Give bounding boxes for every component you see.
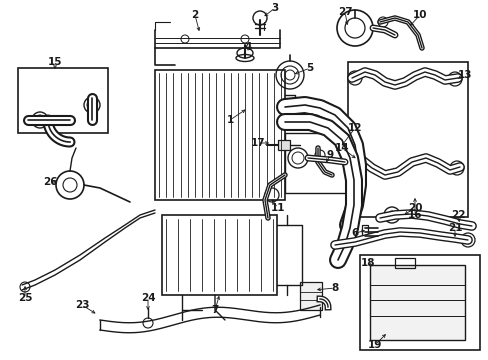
Text: 24: 24 [141,293,155,303]
Text: 12: 12 [347,123,362,133]
Text: 17: 17 [250,138,265,148]
Text: 21: 21 [447,223,461,233]
Text: 13: 13 [457,70,471,80]
Bar [162,215,276,295]
Bar [359,255,479,350]
Bar [361,225,367,239]
Bar [155,70,285,200]
Text: 26: 26 [42,177,57,187]
Text: 5: 5 [306,63,313,73]
Text: 6: 6 [351,228,358,238]
Text: 18: 18 [360,258,374,268]
Text: 3: 3 [271,3,278,13]
Text: 19: 19 [367,340,382,350]
Text: 1: 1 [226,115,233,125]
Bar [18,68,108,133]
Text: 23: 23 [75,300,89,310]
Text: 14: 14 [334,143,348,153]
Bar [347,62,467,217]
Text: 11: 11 [270,203,285,213]
Text: 16: 16 [407,210,421,220]
Bar [394,258,414,268]
Text: 15: 15 [48,57,62,67]
Text: 8: 8 [331,283,338,293]
Text: 10: 10 [412,10,427,20]
Text: 20: 20 [407,203,421,213]
Text: 9: 9 [326,150,333,160]
Text: 7: 7 [211,305,218,315]
Text: 2: 2 [191,10,198,20]
Bar [299,282,321,310]
Text: 22: 22 [450,210,464,220]
Bar [369,265,464,340]
Text: 27: 27 [337,7,351,17]
Bar [285,133,349,193]
Bar [278,140,289,150]
Text: 4: 4 [244,42,251,52]
Text: 25: 25 [18,293,32,303]
